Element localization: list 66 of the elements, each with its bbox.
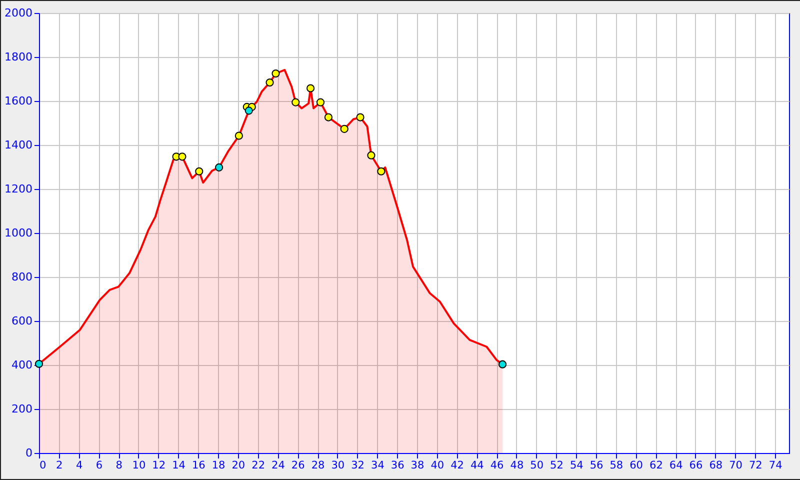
x-tick-label: 44	[470, 460, 484, 472]
y-tick-label: 1800	[4, 50, 32, 64]
point	[244, 106, 253, 115]
x-tick-label: 62	[650, 460, 663, 472]
x-tick-label: 16	[192, 460, 206, 472]
x-tick-label: 22	[252, 460, 266, 472]
point	[292, 98, 300, 106]
point	[215, 163, 224, 172]
x-tick-label: 74	[768, 460, 783, 472]
x-tick-label: 26	[291, 460, 306, 472]
x-tick-label: 66	[689, 460, 703, 472]
point	[356, 113, 364, 122]
point	[367, 151, 376, 160]
y-tick-label: 1600	[4, 94, 32, 108]
y-tick-label: 400	[12, 358, 32, 372]
x-tick-label: 72	[748, 460, 762, 472]
point	[498, 360, 507, 368]
x-tick-label: 48	[510, 460, 524, 472]
x-tick-label: 54	[570, 460, 584, 472]
x-tick-label: 0	[40, 460, 46, 472]
x-tick-label: 10	[132, 460, 146, 472]
x-tick-label: 14	[172, 460, 186, 472]
y-tick-label: 0	[26, 446, 32, 460]
y-tick-label: 1000	[4, 226, 32, 240]
point	[316, 98, 325, 106]
x-tick-label: 18	[212, 460, 226, 472]
x-tick-label: 36	[390, 460, 405, 472]
x-tick-label: 38	[410, 460, 424, 472]
y-tick-label: 1200	[4, 182, 32, 196]
y-tick-label: 600	[12, 314, 32, 328]
x-tick-label: 50	[530, 460, 544, 472]
x-tick-label: 30	[331, 460, 345, 472]
x-tick-label: 42	[450, 460, 464, 472]
y-tick-label: 200	[12, 402, 32, 416]
x-tick-label: 58	[610, 460, 624, 472]
x-tick-label: 46	[490, 460, 504, 472]
point	[195, 167, 204, 176]
point	[266, 78, 274, 87]
x-tick-label: 60	[630, 460, 644, 472]
x-tick-label: 52	[550, 460, 564, 472]
y-tick-label: 1400	[4, 138, 32, 152]
point	[272, 69, 280, 78]
point	[234, 132, 243, 140]
y-tick-label: 800	[12, 270, 32, 284]
point	[34, 360, 44, 368]
point	[324, 113, 332, 122]
point	[340, 124, 348, 133]
x-tick-label: 28	[311, 460, 325, 472]
x-tick-label: 8	[116, 460, 122, 472]
x-tick-label: 6	[96, 460, 103, 472]
x-tick-label: 12	[152, 460, 166, 472]
x-tick-label: 68	[709, 460, 723, 472]
point	[377, 167, 386, 176]
x-tick-label: 32	[351, 460, 364, 472]
x-tick-label: 64	[669, 460, 684, 472]
x-tick-label: 56	[590, 460, 604, 472]
point	[306, 84, 315, 92]
x-tick-label: 20	[232, 460, 246, 472]
point	[178, 152, 186, 161]
x-tick-label: 34	[371, 460, 385, 472]
x-tick-label: 70	[729, 460, 742, 472]
x-tick-label: 40	[430, 460, 444, 472]
y-tick-label: 2000	[4, 6, 32, 20]
x-tick-label: 2	[56, 460, 63, 472]
x-tick-label: 4	[76, 460, 83, 472]
x-tick-label: 24	[272, 460, 286, 472]
